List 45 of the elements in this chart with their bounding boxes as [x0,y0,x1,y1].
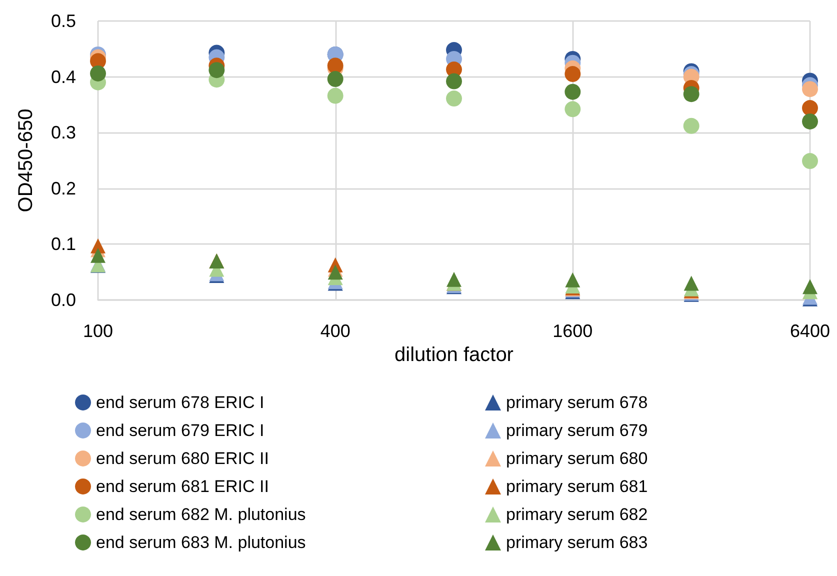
y-tick-label: 0.1 [50,234,76,254]
legend-label: end serum 683 M. plutonius [96,533,306,552]
x-tick-label: 100 [82,321,114,341]
point [802,113,818,130]
point [684,276,699,291]
y-tick-label: 0.4 [50,66,76,87]
legend-label: primary serum 678 [506,393,648,412]
legend-label: end serum 680 ERIC II [96,449,269,468]
point [683,86,700,102]
x-tick-label: 400 [320,321,350,341]
y-tick-label: 0.3 [50,122,76,143]
legend-label: end serum 681 ERIC II [96,477,269,496]
point [802,279,818,294]
legend-label: end serum 682 M. plutonius [96,505,306,524]
point [327,88,344,104]
x-tick-label: 6400 [790,321,830,341]
point [565,272,580,288]
point [327,58,344,74]
point [564,66,581,82]
legend-label: end serum 679 ERIC I [96,421,264,440]
point [90,65,106,82]
point [208,62,225,78]
point [446,272,462,287]
point [564,101,581,118]
point [90,248,106,263]
point [446,73,462,90]
y-tick-label: 0.2 [50,178,76,198]
point [327,71,344,88]
x-axis-title: dilution factor [394,344,514,366]
point [802,81,818,98]
legend-label: end serum 678 ERIC I [96,393,264,412]
legend-label: primary serum 680 [506,449,648,468]
y-tick-label: 0.5 [50,11,76,31]
y-tick-label: 0.0 [50,290,76,310]
legend-label: primary serum 682 [506,505,648,524]
legend-label: primary serum 681 [506,477,648,496]
point [683,118,700,134]
point [564,84,581,100]
point [802,100,818,116]
y-axis-title: OD450-650 [15,108,37,212]
legend-label: primary serum 679 [506,421,648,440]
legend-label: primary serum 683 [506,533,648,552]
x-tick-label: 1600 [552,321,593,341]
point [446,90,462,107]
point [802,153,818,170]
